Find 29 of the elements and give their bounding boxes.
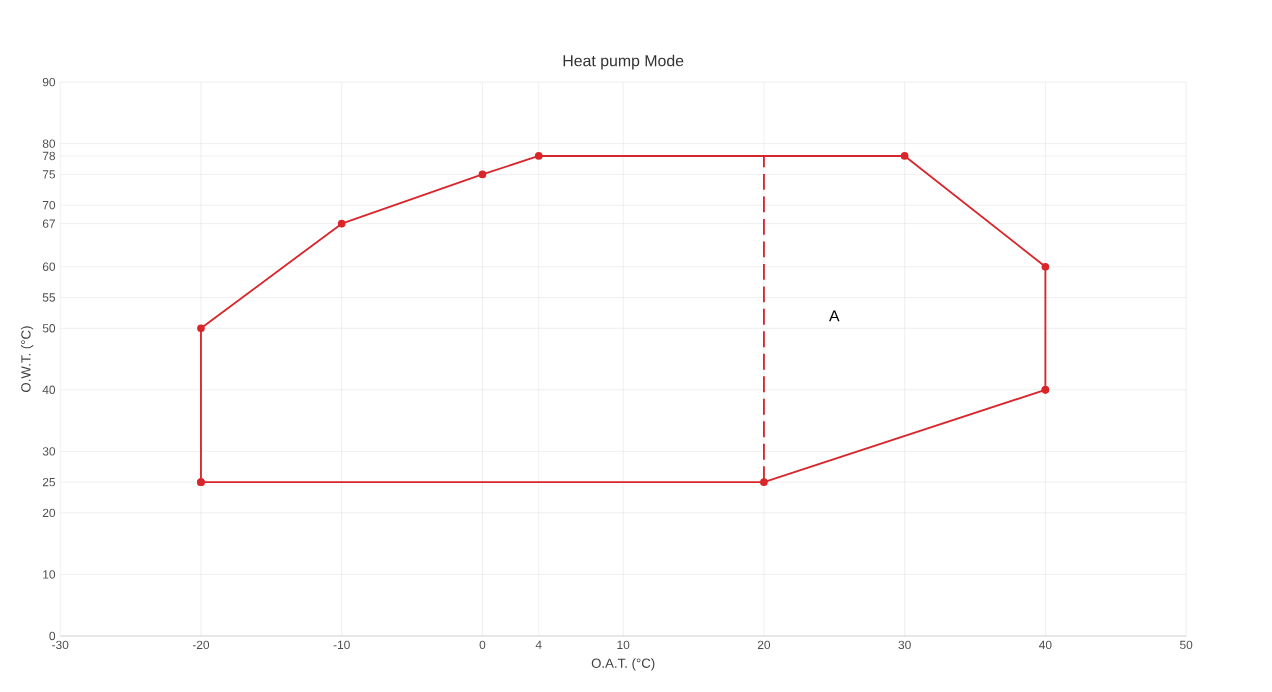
x-tick-label: 0 xyxy=(479,640,486,649)
y-tick-label: 67 xyxy=(42,219,55,228)
y-tick-label: 80 xyxy=(42,139,56,148)
x-tick-label: -30 xyxy=(52,640,69,649)
x-tick-label: 10 xyxy=(617,640,630,649)
x-tick-label: 4 xyxy=(535,640,542,649)
y-axis-title: O.W.T. (°C) xyxy=(20,326,34,392)
y-tick-label: 90 xyxy=(42,77,56,87)
y-tick-label: 40 xyxy=(42,385,56,394)
y-tick-label: 30 xyxy=(42,446,56,456)
y-tick-label: 0 xyxy=(49,631,56,640)
y-tick-label: 25 xyxy=(42,477,56,487)
x-tick-label: 30 xyxy=(898,640,911,649)
y-tick-label: 75 xyxy=(42,170,56,179)
chart-title: Heat pump Mode xyxy=(563,54,684,70)
y-tick-label: 55 xyxy=(42,293,56,302)
x-tick-label: -20 xyxy=(192,640,210,649)
x-axis-title: O.A.T. (°C) xyxy=(591,657,655,671)
x-tick-label: 40 xyxy=(1039,640,1052,649)
x-tick-label: 50 xyxy=(1180,640,1193,649)
y-tick-label: 60 xyxy=(42,262,56,271)
x-tick-label: -10 xyxy=(333,640,350,649)
y-tick-label: 50 xyxy=(42,323,56,333)
annotation: A xyxy=(829,310,840,322)
x-tick-label: 20 xyxy=(757,640,771,649)
y-tick-label: 20 xyxy=(42,508,56,517)
y-tick-label: 78 xyxy=(42,151,56,160)
y-tick-label: 10 xyxy=(43,570,56,579)
y-tick-label: 70 xyxy=(42,200,56,210)
